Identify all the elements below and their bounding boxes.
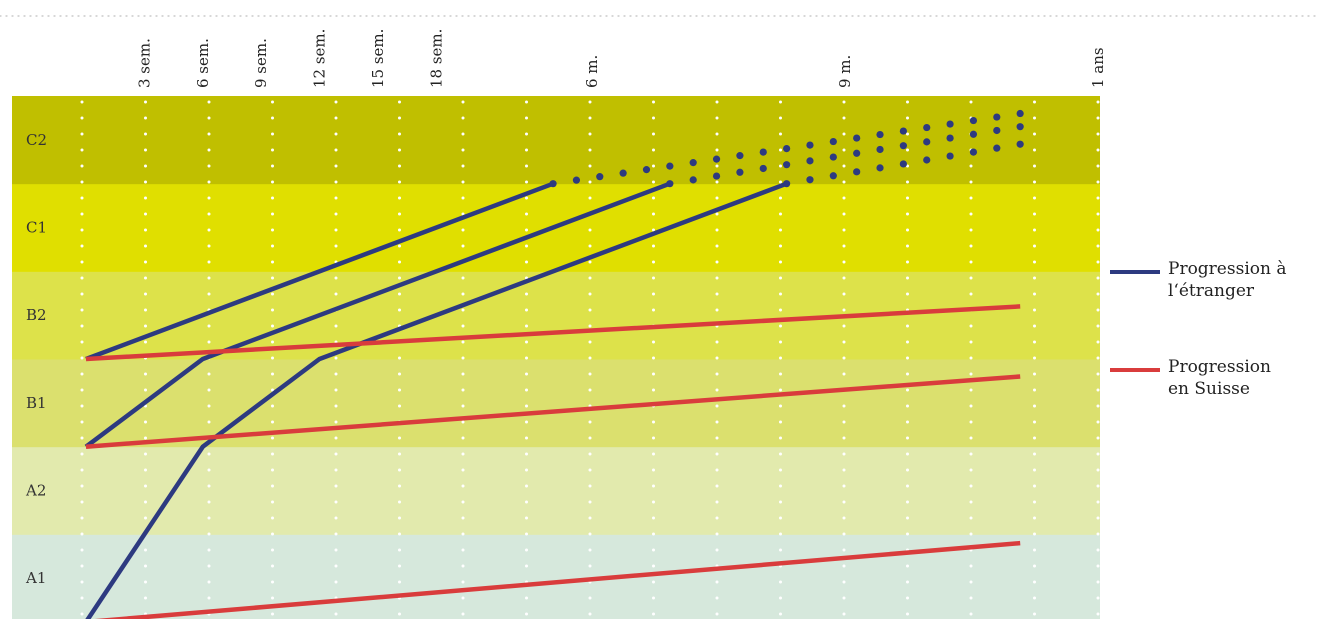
abroad-projection-dot	[689, 176, 697, 184]
level-label-c1: C1	[26, 219, 47, 237]
abroad-projection-dot	[829, 137, 837, 146]
abroad-projection-dot	[876, 145, 884, 154]
switzerland-progression-line	[85, 374, 1021, 449]
abroad-projection-dot	[969, 130, 978, 138]
level-label-b2: B2	[26, 306, 47, 324]
legend-swatch-switzerland	[1110, 368, 1160, 372]
abroad-projection-dot	[783, 180, 791, 188]
abroad-projection-dot	[853, 168, 861, 176]
abroad-projection-dot	[572, 176, 581, 184]
level-band-c2	[12, 96, 1100, 185]
abroad-projection-dot	[923, 123, 931, 132]
x-tick-label: 12 sem.	[311, 29, 329, 88]
abroad-projection-dot	[946, 120, 954, 128]
level-label-b1: B1	[26, 394, 47, 412]
abroad-projection-dot	[876, 164, 884, 172]
abroad-projection-dot	[783, 145, 791, 153]
level-band-b2	[12, 271, 1100, 360]
abroad-projection-dot	[759, 164, 767, 173]
abroad-projection-dot	[712, 155, 721, 163]
abroad-projection-dot	[712, 172, 721, 180]
abroad-projection-dot	[596, 173, 604, 181]
level-label-a1: A1	[25, 569, 46, 587]
abroad-projection-dot	[899, 142, 907, 150]
abroad-projection-dot	[899, 127, 907, 135]
abroad-progression-line	[84, 181, 671, 449]
abroad-projection-dot	[806, 141, 814, 149]
switzerland-progression-line	[94, 540, 1021, 619]
abroad-projection-dot	[806, 157, 814, 165]
abroad-progression-line	[85, 181, 554, 362]
abroad-projection-dot	[899, 160, 907, 168]
x-tick-label: 18 sem.	[427, 29, 445, 88]
abroad-projection-dot	[666, 180, 674, 188]
abroad-projection-dot	[946, 152, 954, 160]
legend-label-switzerland-line2: en Suisse	[1168, 379, 1250, 399]
switzerland-progression-line	[85, 304, 1021, 362]
level-band-a1	[12, 534, 1100, 619]
abroad-projection-dot	[923, 156, 931, 164]
abroad-progression-line	[85, 181, 788, 619]
abroad-projection-dot	[969, 116, 978, 125]
abroad-projection-dot	[666, 162, 674, 170]
abroad-projection-dot	[689, 159, 697, 167]
abroad-projection-dot	[736, 152, 744, 160]
abroad-projection-dot	[783, 161, 791, 169]
abroad-projection-dot	[993, 126, 1001, 135]
abroad-projection-dot	[853, 149, 861, 157]
series-lines	[84, 109, 1024, 619]
vertical-dotted-grid	[80, 100, 1100, 619]
abroad-projection-dot	[876, 130, 884, 139]
x-tick-label: 6 sem.	[194, 38, 212, 88]
x-tick-label: 15 sem.	[369, 29, 387, 88]
level-label-a2: A2	[25, 482, 46, 500]
legend-swatch-abroad	[1110, 270, 1160, 274]
level-bands	[12, 96, 1100, 619]
abroad-projection-dot	[829, 172, 837, 180]
abroad-projection-dot	[993, 113, 1001, 121]
abroad-projection-dot	[1016, 109, 1024, 118]
level-label-c2: C2	[26, 131, 47, 149]
x-tick-label: 6 m.	[583, 55, 601, 88]
level-band-b1	[12, 359, 1100, 448]
x-tick-label: 9 sem.	[252, 38, 270, 88]
abroad-projection-dot	[969, 148, 978, 156]
x-tick-labels: 3 sem. 6 sem. 9 sem. 12 sem. 15 sem. 18 sem. 6…	[135, 29, 1107, 88]
abroad-projection-dot	[1016, 123, 1024, 131]
abroad-projection-dot	[946, 134, 954, 142]
legend-label-switzerland: Progression en Suisse	[1168, 356, 1313, 400]
abroad-projection-dot	[853, 134, 861, 142]
legend-label-abroad-line2: l‘étranger	[1168, 281, 1255, 301]
abroad-projection-dot	[549, 180, 557, 188]
legend-label-abroad: Progression à l‘étranger	[1168, 258, 1313, 302]
abroad-projection-dot	[806, 176, 814, 184]
abroad-projection-dot	[1016, 140, 1024, 148]
legend-label-abroad-line1: Progression à	[1168, 259, 1287, 279]
abroad-projection-dot	[736, 168, 744, 176]
level-labels: A1 A2 B1 B2 C1 C2	[25, 131, 47, 587]
abroad-projection-dot	[923, 138, 931, 146]
legend-label-switzerland-line1: Progression	[1168, 357, 1271, 377]
x-tick-label: 1 ans	[1089, 47, 1107, 88]
abroad-projection-dot	[619, 169, 627, 177]
abroad-projection-dot	[642, 166, 651, 174]
abroad-projection-dot	[759, 148, 767, 156]
x-tick-label: 3 sem.	[135, 38, 153, 88]
abroad-projection-dot	[829, 153, 837, 161]
abroad-projection-dot	[993, 144, 1001, 152]
x-tick-label: 9 m.	[836, 55, 854, 88]
